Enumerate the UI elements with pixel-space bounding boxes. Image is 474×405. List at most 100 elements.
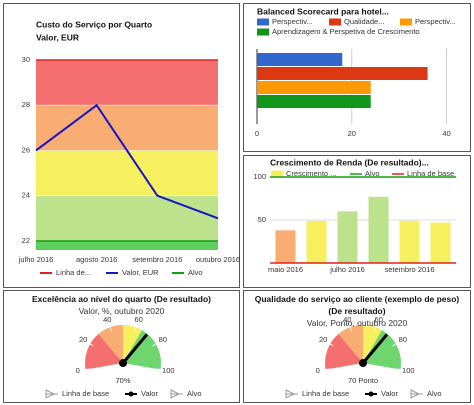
gauge-band bbox=[123, 325, 142, 363]
chart-title: Crescimento de Renda (De resultado)... bbox=[270, 157, 429, 167]
tick-label: 100 bbox=[162, 366, 175, 375]
panel bbox=[243, 3, 471, 152]
band bbox=[36, 105, 218, 151]
gauge-band bbox=[98, 325, 123, 363]
legend-label: Alvo bbox=[188, 268, 203, 277]
tick-label: 60 bbox=[375, 315, 383, 324]
chart-title: Excelência ao nível do quarto (De result… bbox=[31, 294, 212, 304]
legend-swatch bbox=[257, 18, 269, 26]
x-tick-label: 20 bbox=[348, 129, 356, 138]
legend-label: Alvo bbox=[187, 389, 202, 398]
bar bbox=[257, 95, 371, 108]
x-tick-label: 40 bbox=[442, 129, 450, 138]
chart-title: Qualidade do serviço ao cliente (exemplo… bbox=[254, 294, 460, 316]
tick-label: 40 bbox=[103, 315, 111, 324]
tick-mark bbox=[156, 368, 161, 371]
legend-label: Linha de base bbox=[302, 389, 349, 398]
chart-title: Balanced Scorecard para hotel... bbox=[257, 6, 389, 16]
y-tick-label: 50 bbox=[258, 215, 266, 224]
needle-hub bbox=[359, 359, 367, 367]
x-tick-label: julho 2016 bbox=[18, 255, 54, 264]
legend-label: Alvo bbox=[427, 389, 442, 398]
gauge-band bbox=[363, 325, 382, 363]
y-tick-label: 30 bbox=[22, 55, 30, 64]
legend-swatch bbox=[271, 170, 283, 178]
value-label: 70% bbox=[115, 376, 130, 385]
legend-label: Crescimento ... bbox=[286, 169, 336, 178]
gauge-band bbox=[324, 333, 363, 370]
band bbox=[36, 60, 218, 106]
legend-label: Alvo bbox=[365, 169, 380, 178]
chart-heading: Qualidade do serviço ao cliente (exemplo… bbox=[247, 293, 467, 329]
band bbox=[36, 240, 218, 250]
x-tick-label: setembro 2016 bbox=[384, 265, 434, 274]
y-tick-label: 24 bbox=[22, 191, 30, 200]
bar bbox=[275, 230, 296, 263]
legend-label: Perspectiv... bbox=[272, 17, 313, 26]
bar bbox=[430, 222, 451, 263]
gauge-band bbox=[123, 330, 161, 370]
panel bbox=[243, 290, 471, 403]
legend-label: Aprendizagem & Perspetiva de Crescimento bbox=[272, 27, 420, 36]
series-line bbox=[35, 103, 219, 220]
tick-label: 60 bbox=[135, 315, 143, 324]
tick-label: 80 bbox=[159, 335, 167, 344]
tick-mark bbox=[109, 327, 112, 332]
panel bbox=[3, 290, 240, 403]
legend-swatch bbox=[128, 391, 134, 397]
legend-label: Valor, EUR bbox=[122, 268, 159, 277]
bar bbox=[257, 81, 371, 94]
panel bbox=[3, 3, 240, 288]
x-tick-label: setembro 2016 bbox=[132, 255, 182, 264]
panel bbox=[243, 155, 471, 288]
bar bbox=[368, 196, 389, 263]
y-tick-label: 100 bbox=[253, 172, 266, 181]
x-tick-label: agosto 2016 bbox=[76, 255, 117, 264]
chart-subtitle: Valor, EUR bbox=[36, 32, 79, 42]
gauge-band bbox=[363, 330, 401, 370]
bar bbox=[257, 53, 343, 66]
tick-mark bbox=[325, 368, 330, 371]
tick-label: 100 bbox=[402, 366, 415, 375]
legend-label: Linha de base bbox=[407, 169, 454, 178]
legend-swatch bbox=[400, 18, 412, 26]
legend-label: Valor bbox=[381, 389, 398, 398]
tick-label: 20 bbox=[319, 335, 327, 344]
bar bbox=[306, 220, 327, 263]
tick-mark bbox=[349, 327, 352, 332]
tick-mark bbox=[374, 327, 377, 332]
legend-swatch bbox=[329, 18, 341, 26]
needle bbox=[361, 333, 389, 364]
value-label: 70 Ponto bbox=[348, 376, 378, 385]
band bbox=[36, 150, 218, 196]
band bbox=[36, 195, 218, 241]
bar bbox=[399, 220, 420, 263]
needle-hub bbox=[119, 359, 127, 367]
tick-label: 40 bbox=[343, 315, 351, 324]
y-tick-label: 28 bbox=[22, 100, 30, 109]
tick-mark bbox=[329, 343, 334, 347]
tick-mark bbox=[396, 368, 401, 371]
chart-subtitle: Valor, Ponto, outubro 2020 bbox=[306, 318, 408, 328]
bar bbox=[257, 67, 428, 80]
y-tick-label: 22 bbox=[22, 236, 30, 245]
x-tick-label: outubro 2016 bbox=[196, 255, 240, 264]
legend-label: Qualidade... bbox=[344, 17, 384, 26]
tick-label: 20 bbox=[79, 335, 87, 344]
tick-mark bbox=[152, 343, 157, 347]
needle bbox=[121, 333, 149, 364]
legend-swatch bbox=[257, 28, 269, 36]
legend-label: Linha de base bbox=[62, 389, 109, 398]
tick-mark bbox=[89, 343, 94, 347]
bar bbox=[337, 211, 358, 263]
gauge-band bbox=[84, 333, 123, 370]
tick-label: 0 bbox=[76, 366, 80, 375]
chart-subtitle: Valor, %, outubro 2020 bbox=[78, 306, 165, 316]
tick-mark bbox=[134, 327, 137, 332]
tick-label: 80 bbox=[399, 335, 407, 344]
tick-mark bbox=[392, 343, 397, 347]
tick-mark bbox=[85, 368, 90, 371]
y-tick-label: 26 bbox=[22, 145, 30, 154]
tick-label: 0 bbox=[316, 366, 320, 375]
